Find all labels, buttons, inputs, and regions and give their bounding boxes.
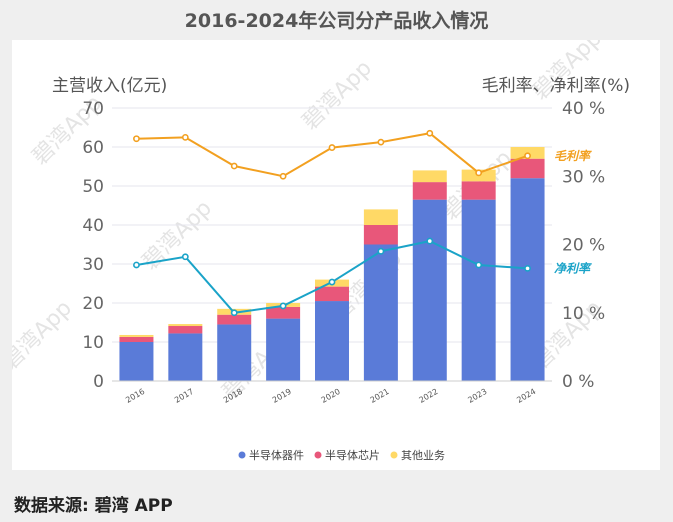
line-point (426, 129, 434, 137)
legend-marker (238, 451, 246, 459)
bar-segment (217, 314, 252, 325)
line-point (426, 237, 434, 245)
y-left-tick-label: 70 (82, 99, 104, 119)
y-left-axis-label: 主营收入(亿元) (52, 76, 167, 96)
watermark: 碧湾App (298, 56, 377, 135)
line-point (230, 162, 238, 170)
bar-segment (266, 306, 301, 319)
bar-segment (315, 286, 349, 302)
line-point (377, 247, 385, 255)
chart-svg: 碧湾App碧湾App碧湾App碧湾App碧湾App碧湾App碧湾App碧湾App… (0, 26, 630, 462)
bar-segment (363, 209, 398, 225)
y-left-tick-label: 20 (82, 294, 104, 314)
x-tick-label: 2024 (515, 387, 537, 405)
bar-segment (363, 244, 398, 381)
legend-marker (390, 451, 398, 459)
y-right-tick-label: 0 % (562, 372, 594, 392)
bar-segment (363, 225, 398, 245)
data-source: 数据来源: 碧湾 APP (14, 496, 173, 516)
line-point (181, 253, 189, 261)
line-point (133, 135, 140, 143)
legend-label: 半导体器件 (249, 448, 304, 462)
y-left-tick-label: 60 (82, 138, 104, 158)
line-point (133, 261, 140, 269)
y-left-tick-label: 30 (82, 255, 104, 275)
bar-segment (461, 181, 496, 200)
bar-segment (412, 182, 447, 200)
y-left-tick-label: 40 (82, 216, 104, 236)
line-point (524, 152, 531, 160)
y-right-axis-label: 毛利率、净利率(%) (482, 76, 630, 96)
bar-segment (510, 178, 545, 381)
line-point (524, 264, 531, 272)
line-point (328, 144, 336, 151)
line-point (328, 278, 336, 286)
x-tick-label: 2017 (173, 387, 195, 405)
line-series-label: 净利率 (554, 261, 592, 275)
line-point (475, 261, 483, 269)
y-left-tick-label: 50 (82, 177, 104, 197)
line-point (230, 309, 238, 317)
y-left-tick-label: 0 (93, 372, 104, 392)
bar-segment (266, 318, 301, 381)
x-tick-label: 2021 (369, 387, 391, 405)
y-right-tick-label: 20 % (562, 236, 605, 256)
bar-segment (412, 199, 447, 381)
x-tick-label: 2016 (124, 387, 146, 405)
bar-segment (119, 334, 154, 337)
y-right-tick-label: 10 % (562, 304, 605, 324)
watermark: 碧湾App (12, 296, 77, 375)
line-point (279, 172, 287, 180)
line-series-label: 毛利率 (554, 149, 592, 163)
line-point (181, 133, 189, 141)
y-left-tick-label: 10 (82, 333, 104, 353)
bar-segment (168, 333, 203, 381)
chart-title: 2016-2024年公司分产品收入情况 (184, 10, 489, 32)
bar-segment (510, 158, 545, 179)
x-tick-label: 2020 (320, 387, 342, 405)
bar-segment (119, 336, 154, 342)
bar-segment (461, 199, 496, 381)
legend-label: 半导体芯片 (325, 448, 380, 462)
bar-segment (168, 326, 203, 334)
line-point (475, 169, 483, 177)
bar-segment (412, 170, 447, 183)
line-point (377, 138, 385, 146)
legend-marker (314, 451, 322, 459)
bar-segment (168, 324, 203, 327)
chart-panel: 碧湾App碧湾App碧湾App碧湾App碧湾App碧湾App碧湾App碧湾App… (0, 26, 660, 470)
bar-segment (217, 324, 252, 381)
x-tick-label: 2023 (466, 387, 488, 405)
x-tick-label: 2022 (417, 387, 439, 405)
line-point (279, 302, 287, 310)
bar-segment (119, 342, 154, 381)
y-right-tick-label: 40 % (562, 99, 605, 119)
y-right-tick-label: 30 % (562, 167, 605, 187)
legend-label: 其他业务 (401, 449, 445, 462)
x-tick-label: 2019 (271, 387, 293, 405)
bar-segment (315, 301, 349, 381)
